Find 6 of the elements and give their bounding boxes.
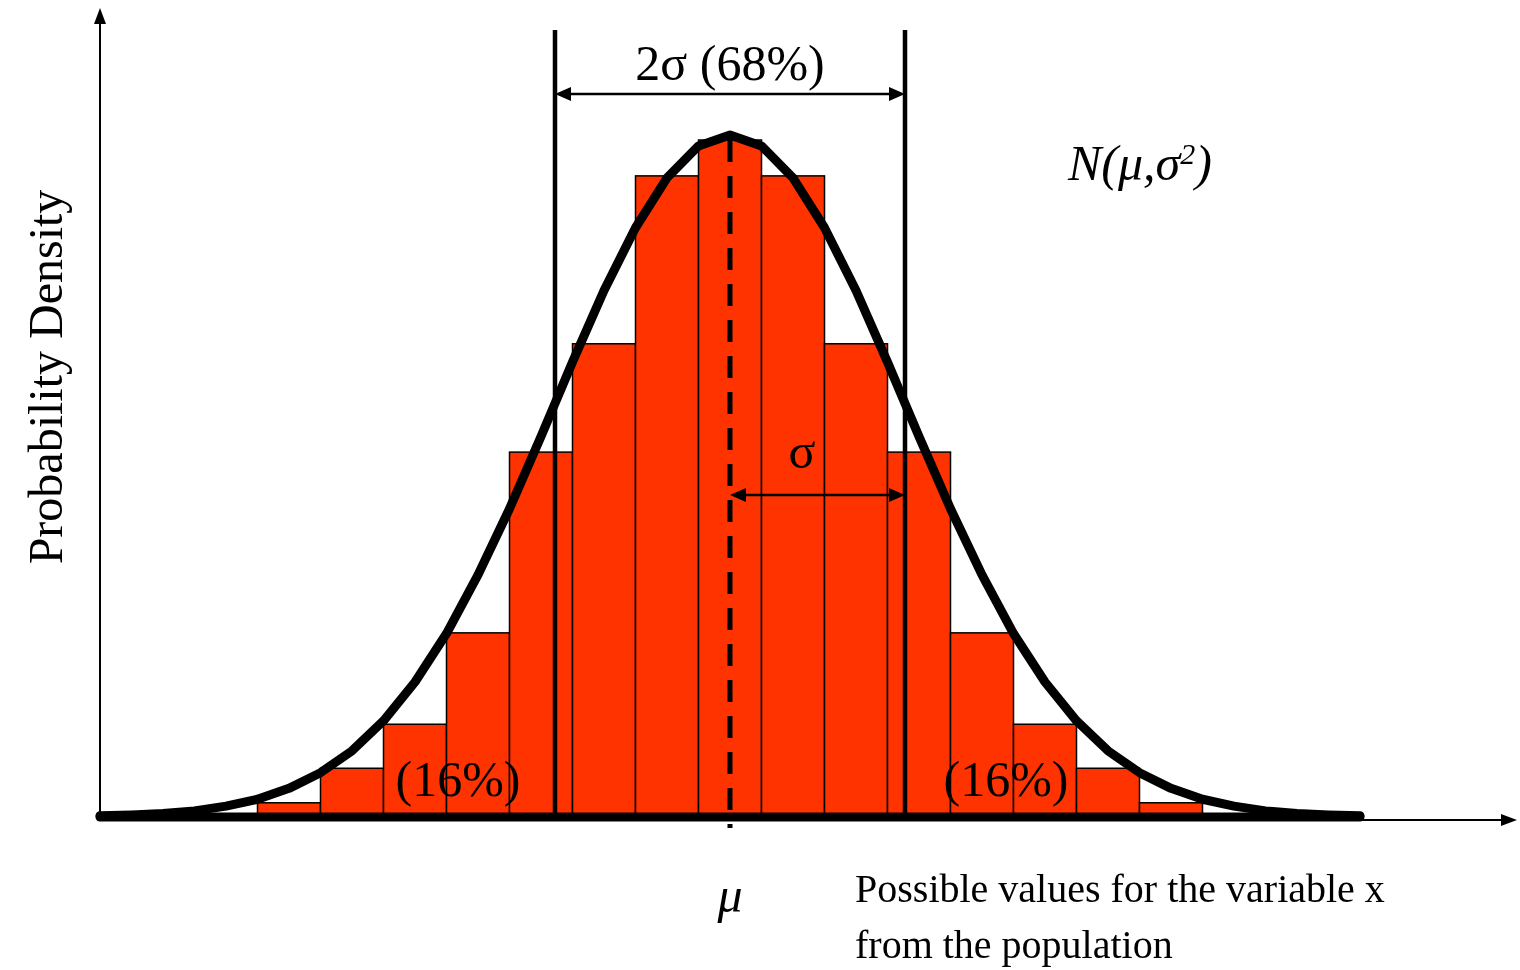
annotation: σ — [788, 423, 816, 479]
text: μ — [716, 867, 743, 923]
y-axis-title: Probability Density — [19, 189, 72, 565]
text: 2σ (68%) — [635, 35, 825, 91]
annotation: N(μ,σ$^{2}$) — [1067, 135, 1212, 191]
x-axis-title: Possible values for the variable x from the population — [855, 866, 1385, 967]
